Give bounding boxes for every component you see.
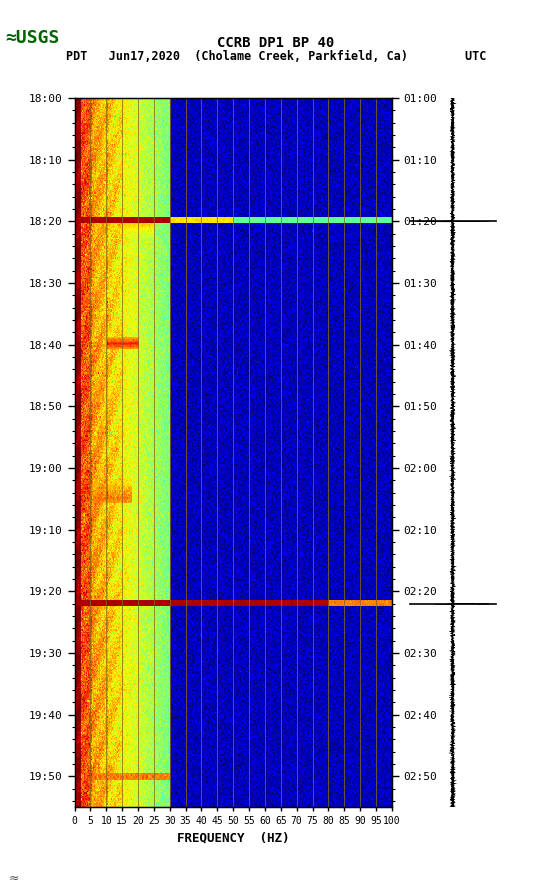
Text: ≈USGS: ≈USGS	[6, 29, 60, 46]
Text: ≈: ≈	[8, 871, 19, 885]
Text: PDT   Jun17,2020  (Cholame Creek, Parkfield, Ca)        UTC: PDT Jun17,2020 (Cholame Creek, Parkfield…	[66, 50, 486, 63]
X-axis label: FREQUENCY  (HZ): FREQUENCY (HZ)	[177, 832, 289, 845]
Text: CCRB DP1 BP 40: CCRB DP1 BP 40	[217, 36, 335, 50]
